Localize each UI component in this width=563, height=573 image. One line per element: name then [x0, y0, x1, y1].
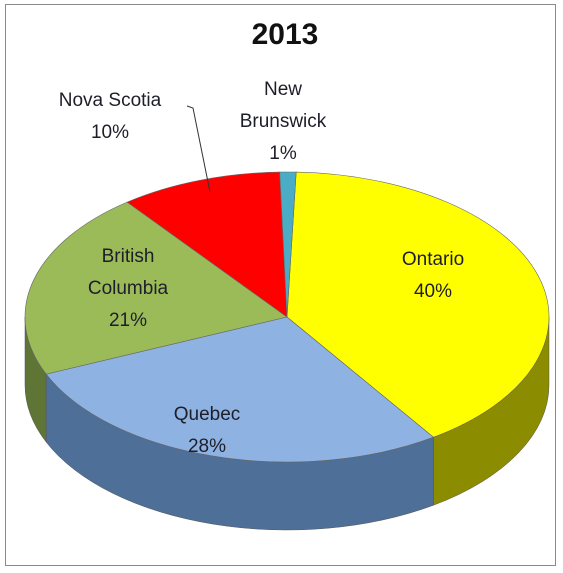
slice-british-columbia	[24, 201, 288, 375]
slice-nova-scotia	[126, 171, 288, 318]
label-british-columbia: British Columbia 21%	[88, 246, 169, 331]
slice-tops	[24, 171, 550, 463]
leader-lines	[186, 105, 211, 193]
slice-new-brunswick	[279, 171, 297, 318]
slice-quebec	[45, 316, 435, 463]
slice-labels: Ontario 40% Quebec 28% British Columbia 21% Nov…	[59, 79, 464, 457]
label-new-brunswick: New Brunswick 1%	[240, 79, 327, 164]
label-quebec: Quebec 28%	[174, 404, 241, 457]
chart-title: 2013	[252, 18, 319, 51]
slice-ontario	[286, 171, 550, 438]
label-ontario: Ontario 40%	[402, 249, 464, 302]
label-nova-scotia: Nova Scotia 10%	[59, 90, 162, 143]
leader-line-nova-scotia	[186, 105, 211, 193]
